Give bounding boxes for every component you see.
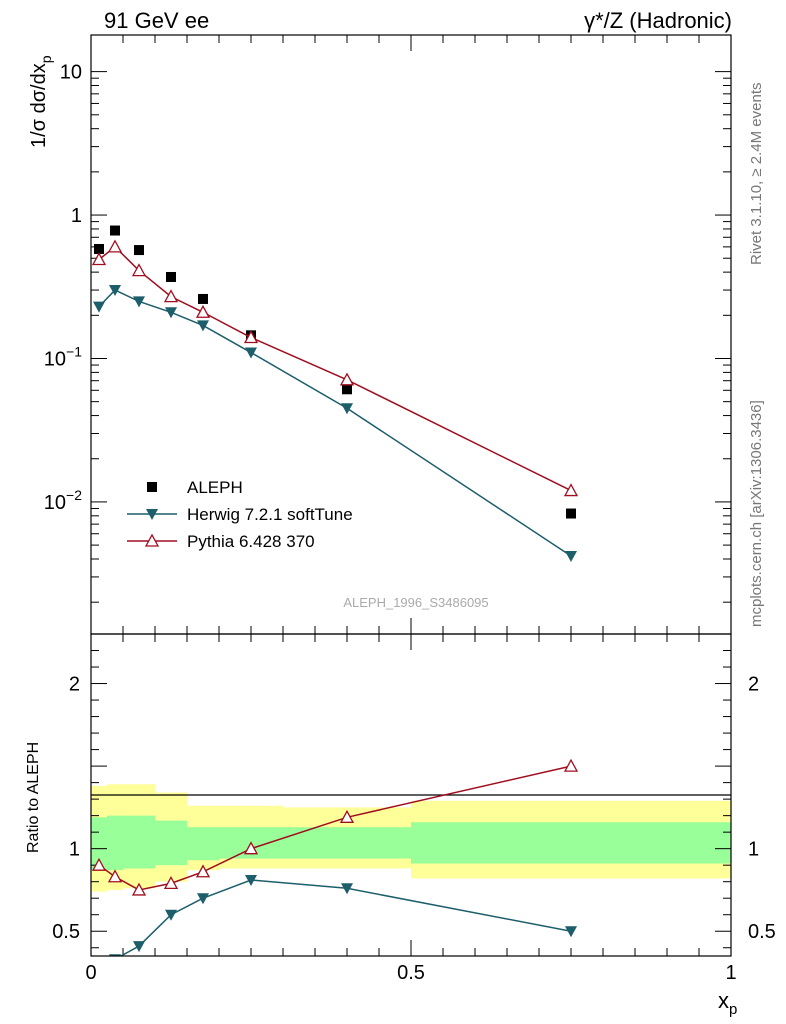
header-right: γ*/Z (Hadronic)	[584, 8, 732, 33]
data-point	[342, 384, 352, 395]
ratio-point	[197, 893, 209, 905]
tick-exponent: −2	[66, 487, 82, 503]
xlabel-sub: p	[729, 1001, 737, 1018]
legend-item-aleph: ALEPH	[147, 478, 243, 497]
data-point	[134, 245, 144, 256]
inner-band	[187, 827, 219, 861]
ratio-point	[165, 909, 177, 921]
ratio-point	[339, 809, 355, 823]
ratio-point	[563, 758, 579, 772]
main-ylabel-sub: p	[38, 55, 54, 63]
legend-marker	[146, 509, 158, 520]
ratio-point	[91, 857, 107, 871]
legend: ALEPH Herwig 7.2.1 softTune Pythia 6.428 3…	[127, 478, 353, 551]
data-point	[133, 296, 145, 308]
ratio-ytick-label: 2	[69, 674, 80, 696]
series-line	[98, 289, 572, 557]
ratio-series-line	[119, 879, 572, 956]
series-aleph	[94, 225, 576, 519]
series-line	[98, 245, 572, 492]
main-ytick-label: 1	[71, 205, 82, 227]
legend-item-pythia-6-428-370: Pythia 6.428 370	[127, 532, 315, 551]
ratio-ytick-label: 0.5	[52, 921, 80, 943]
legend-label: ALEPH	[187, 478, 243, 497]
ratio-point	[341, 883, 353, 895]
header-left: 91 GeV ee	[104, 8, 209, 33]
ratio-point	[107, 869, 123, 883]
tick-base: 10	[44, 492, 66, 514]
series-pythia-6-428-370	[91, 239, 579, 497]
legend-marker	[144, 533, 160, 547]
ratio-ytick-label-right: 0.5	[748, 921, 776, 943]
inner-band	[107, 815, 123, 871]
xtick-label: 1	[725, 962, 736, 984]
ratio-uncertainty-bands	[91, 784, 731, 892]
ratio-point	[131, 882, 147, 896]
data-point	[93, 301, 105, 313]
ratio-series-group	[91, 758, 579, 956]
mcplots-label: mcplots.cern.ch [arXiv:1306.3436]	[748, 400, 765, 627]
xtick-label: 0.5	[397, 962, 425, 984]
ratio-series-pythia-6-428-370	[91, 758, 579, 896]
inner-band	[91, 817, 107, 871]
main-series-group	[91, 225, 579, 562]
data-point	[197, 320, 209, 332]
data-point	[339, 372, 355, 386]
legend-label: Pythia 6.428 370	[187, 532, 315, 551]
legend-marker	[147, 482, 157, 492]
ratio-series-herwig-7-2-1-softtune	[109, 875, 577, 956]
data-point	[131, 263, 147, 277]
data-point	[245, 347, 257, 359]
data-point	[163, 289, 179, 303]
data-point	[243, 330, 259, 344]
ratio-ytick-label-right: 2	[748, 674, 759, 696]
legend-label: Herwig 7.2.1 softTune	[187, 505, 353, 524]
ratio-point	[245, 875, 257, 887]
rivet-label: Rivet 3.1.10, ≥ 2.4M events	[748, 83, 765, 266]
ratio-ytick-label: 1	[69, 839, 80, 861]
ratio-point	[133, 941, 145, 953]
xlabel: xp	[718, 988, 737, 1018]
data-point	[165, 307, 177, 319]
data-point	[563, 483, 579, 497]
ratio-point	[565, 926, 577, 938]
ratio-ytick-label-right: 1	[748, 839, 759, 861]
data-point	[91, 252, 107, 266]
main-ylabel-main: 1/σ dσ/dx	[28, 63, 50, 148]
inner-band	[155, 820, 187, 866]
ratio-ylabel: Ratio to ALEPH	[25, 742, 42, 853]
tick-base: 10	[44, 348, 66, 370]
data-point	[565, 550, 577, 562]
data-point	[110, 225, 120, 236]
data-point	[198, 293, 208, 304]
main-ytick-label: 10−2	[44, 487, 82, 514]
tick-exponent: −1	[66, 343, 82, 359]
ratio-point	[163, 875, 179, 889]
main-ylabel: 1/σ dσ/dxp	[28, 55, 54, 148]
data-point	[195, 304, 211, 318]
analysis-id: ALEPH_1996_S3486095	[343, 595, 488, 610]
inner-band	[123, 815, 155, 869]
ratio-point	[243, 841, 259, 855]
data-point	[109, 285, 121, 297]
data-point	[166, 271, 176, 282]
data-point	[107, 239, 123, 253]
ratio-point	[195, 864, 211, 878]
data-point	[94, 243, 104, 254]
legend-item-herwig-7-2-1-softtune: Herwig 7.2.1 softTune	[127, 505, 353, 524]
series-herwig-7-2-1-softtune	[93, 285, 577, 562]
xtick-label: 0	[85, 962, 96, 984]
main-ytick-label: 10	[60, 62, 82, 84]
main-ytick-label: 10−1	[44, 343, 82, 370]
ratio-plot-panel: 0.5 0.51 12 20 0.5 1 Ratio to ALEPH xp	[25, 633, 776, 1018]
inner-band	[283, 827, 411, 859]
data-point	[566, 508, 576, 519]
data-point	[341, 403, 353, 415]
inner-band	[411, 822, 731, 864]
xlabel-main: x	[718, 988, 729, 1013]
ratio-frame	[90, 633, 732, 957]
